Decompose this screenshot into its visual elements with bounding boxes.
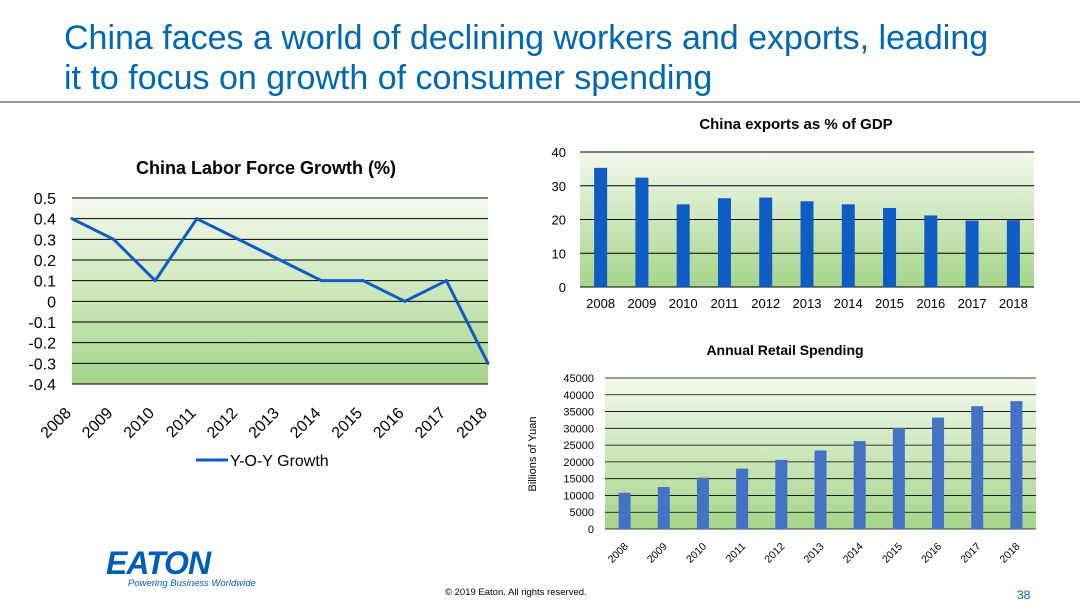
- exports-y-tick-label: 20: [552, 213, 566, 228]
- labor-plot-area: [72, 198, 488, 384]
- exports-x-tick-label: 2013: [793, 296, 822, 311]
- retail-y-tick-label: 20000: [563, 457, 594, 469]
- exports-x-tick-label: 2009: [627, 296, 656, 311]
- exports-bar: [841, 204, 855, 287]
- exports-chart-title: China exports as % of GDP: [699, 116, 892, 133]
- title-divider: [0, 101, 1080, 103]
- retail-y-tick-label: 10000: [563, 490, 594, 502]
- retail-bar: [736, 468, 749, 529]
- exports-bar: [676, 204, 690, 287]
- exports-x-tick-label: 2011: [710, 296, 738, 311]
- retail-x-tick-label: 2015: [880, 541, 905, 566]
- exports-y-tick-label: 0: [559, 280, 566, 295]
- retail-bar: [1010, 401, 1023, 529]
- labor-y-tick-label: 0.5: [34, 191, 56, 208]
- labor-data-point: [361, 279, 365, 283]
- exports-y-tick-label: 10: [552, 246, 566, 261]
- retail-y-tick-label: 25000: [563, 440, 594, 452]
- exports-y-tick-label: 40: [552, 145, 566, 160]
- labor-y-tick-label: -0.1: [28, 315, 56, 332]
- exports-bar: [924, 215, 938, 287]
- exports-bar: [883, 208, 897, 287]
- labor-data-point: [236, 237, 240, 241]
- exports-x-tick-label: 2014: [834, 296, 863, 311]
- page-number: 38: [1017, 588, 1031, 602]
- retail-x-tick-label: 2018: [998, 541, 1023, 566]
- retail-x-tick-label: 2012: [762, 541, 787, 566]
- exports-bar: [759, 197, 773, 287]
- retail-x-tick-label: 2013: [802, 541, 827, 566]
- retail-y-tick-label: 0: [588, 524, 594, 536]
- exports-bar: [635, 177, 649, 287]
- retail-x-tick-label: 2016: [919, 541, 944, 566]
- retail-x-tick-label: 2008: [606, 541, 631, 566]
- retail-bar: [775, 459, 788, 529]
- retail-y-axis-label: Billions of Yuan: [527, 416, 539, 491]
- retail-x-tick-label: 2014: [841, 541, 866, 566]
- labor-data-point: [403, 299, 407, 303]
- labor-legend-label: Y-O-Y Growth: [230, 453, 329, 470]
- slide-title: China faces a world of declining workers…: [64, 18, 1064, 98]
- exports-bar: [1006, 220, 1020, 287]
- labor-data-point: [195, 217, 199, 221]
- labor-y-tick-label: 0: [47, 294, 56, 311]
- retail-y-tick-label: 5000: [570, 507, 594, 519]
- copyright-notice: © 2019 Eaton. All rights reserved.: [445, 587, 587, 598]
- exports-y-tick-label: 30: [552, 179, 566, 194]
- labor-y-tick-label: 0.3: [34, 232, 56, 249]
- labor-data-point: [153, 279, 157, 283]
- retail-y-tick-label: 40000: [563, 390, 594, 402]
- exports-bar: [965, 220, 979, 287]
- eaton-logo: EATON Powering Business Worldwide: [106, 545, 256, 590]
- retail-bar: [853, 441, 866, 529]
- labor-y-tick-label: -0.3: [28, 356, 56, 373]
- retail-bar: [618, 492, 631, 529]
- retail-bar: [657, 487, 670, 529]
- labor-y-tick-label: 0.4: [34, 212, 56, 229]
- retail-chart-title: Annual Retail Spending: [706, 342, 863, 358]
- exports-x-tick-label: 2010: [669, 296, 698, 311]
- slide-title-line-1: China faces a world of declining workers…: [64, 19, 989, 57]
- slide-title-line-2: it to focus on growth of consumer spendi…: [64, 59, 713, 97]
- retail-y-tick-label: 15000: [563, 474, 594, 486]
- exports-x-tick-label: 2016: [916, 296, 945, 311]
- exports-x-tick-label: 2015: [875, 296, 904, 311]
- labor-data-point: [320, 279, 324, 283]
- labor-data-point: [112, 237, 116, 241]
- labor-data-point: [70, 217, 74, 221]
- retail-x-tick-label: 2009: [645, 541, 670, 566]
- exports-x-tick-label: 2008: [586, 296, 615, 311]
- eaton-logo-tagline: Powering Business Worldwide: [128, 578, 256, 589]
- retail-bar: [932, 417, 945, 529]
- retail-bar: [814, 450, 827, 529]
- labor-y-tick-label: -0.4: [28, 377, 56, 394]
- retail-bar: [892, 427, 905, 529]
- exports-x-tick-label: 2017: [958, 296, 987, 311]
- exports-bar: [717, 198, 731, 287]
- labor-data-point: [278, 258, 282, 262]
- retail-x-tick-label: 2017: [958, 541, 983, 566]
- retail-bar: [696, 477, 709, 529]
- labor-y-tick-label: 0.1: [34, 274, 56, 291]
- labor-y-tick-label: 0.2: [34, 253, 56, 270]
- exports-x-tick-label: 2012: [751, 296, 780, 311]
- labor-data-point: [444, 279, 448, 283]
- exports-x-tick-label: 2018: [999, 296, 1028, 311]
- retail-x-tick-label: 2011: [724, 541, 749, 566]
- exports-bar: [594, 167, 608, 287]
- retail-y-tick-label: 35000: [563, 407, 594, 419]
- retail-y-tick-label: 30000: [563, 423, 594, 435]
- labor-data-point: [486, 361, 490, 365]
- retail-x-tick-label: 2010: [684, 541, 709, 566]
- retail-y-tick-label: 45000: [563, 373, 594, 385]
- labor-y-tick-label: -0.2: [28, 336, 56, 353]
- exports-bar: [800, 201, 814, 287]
- retail-bar: [971, 406, 984, 529]
- labor-chart-title: China Labor Force Growth (%): [136, 158, 396, 178]
- eaton-logo-wordmark: EATON: [106, 545, 211, 581]
